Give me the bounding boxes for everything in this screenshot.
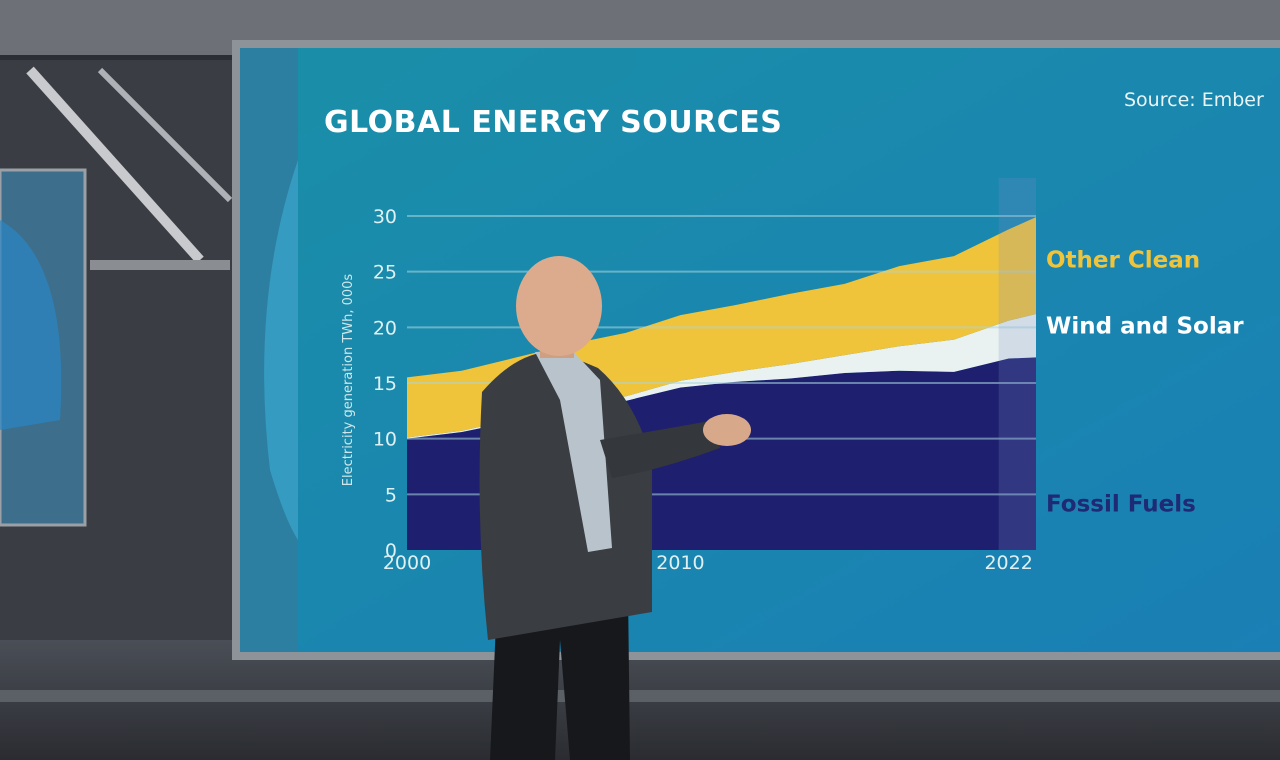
y-tick-label: 20 [373,317,397,339]
presenter-shirt [535,350,612,552]
x-tick-label: 2010 [656,552,704,574]
area-wind-and-solar [407,313,1036,439]
presenter-jacket [479,351,652,640]
lighting-rig-beam [97,67,233,203]
y-tick-label: 15 [373,373,397,395]
presenter-hand [703,414,751,446]
series-label-wind-and-solar: Wind and Solar [1046,314,1244,340]
x-tick-label: 2000 [383,552,431,574]
y-axis-label: Electricity generation TWh, 000s [341,274,356,487]
series-label-other-clean: Other Clean [1046,248,1200,274]
y-tick-label: 0 [385,540,397,562]
lighting-rig-bar [90,260,230,270]
globe-graphic [264,160,298,540]
series-label-fossil-fuels: Fossil Fuels [1046,492,1196,518]
y-axis-ticks: 0 5 10 15 20 25 30 [373,206,397,562]
floor-step [0,690,1280,702]
y-tick-label: 5 [385,484,397,506]
y-tick-label: 30 [373,206,397,228]
presenter-arm [600,420,720,478]
series-labels: Fossil Fuels Wind and Solar Other Clean [1046,248,1244,518]
chart-title: GLOBAL ENERGY SOURCES [324,105,782,140]
side-monitor-globe [0,220,62,430]
y-tick-label: 25 [373,262,397,284]
y-tick-label: 10 [373,429,397,451]
x-axis-ticks: 2000 2010 2022 [383,552,1033,574]
lighting-rig-beam [26,66,204,264]
presenter [479,256,751,760]
x-tick-label: 2022 [984,552,1032,574]
highlight-band-2022 [998,178,1036,550]
presenter-head [516,256,602,356]
source-note: Source: Ember [1124,89,1264,111]
